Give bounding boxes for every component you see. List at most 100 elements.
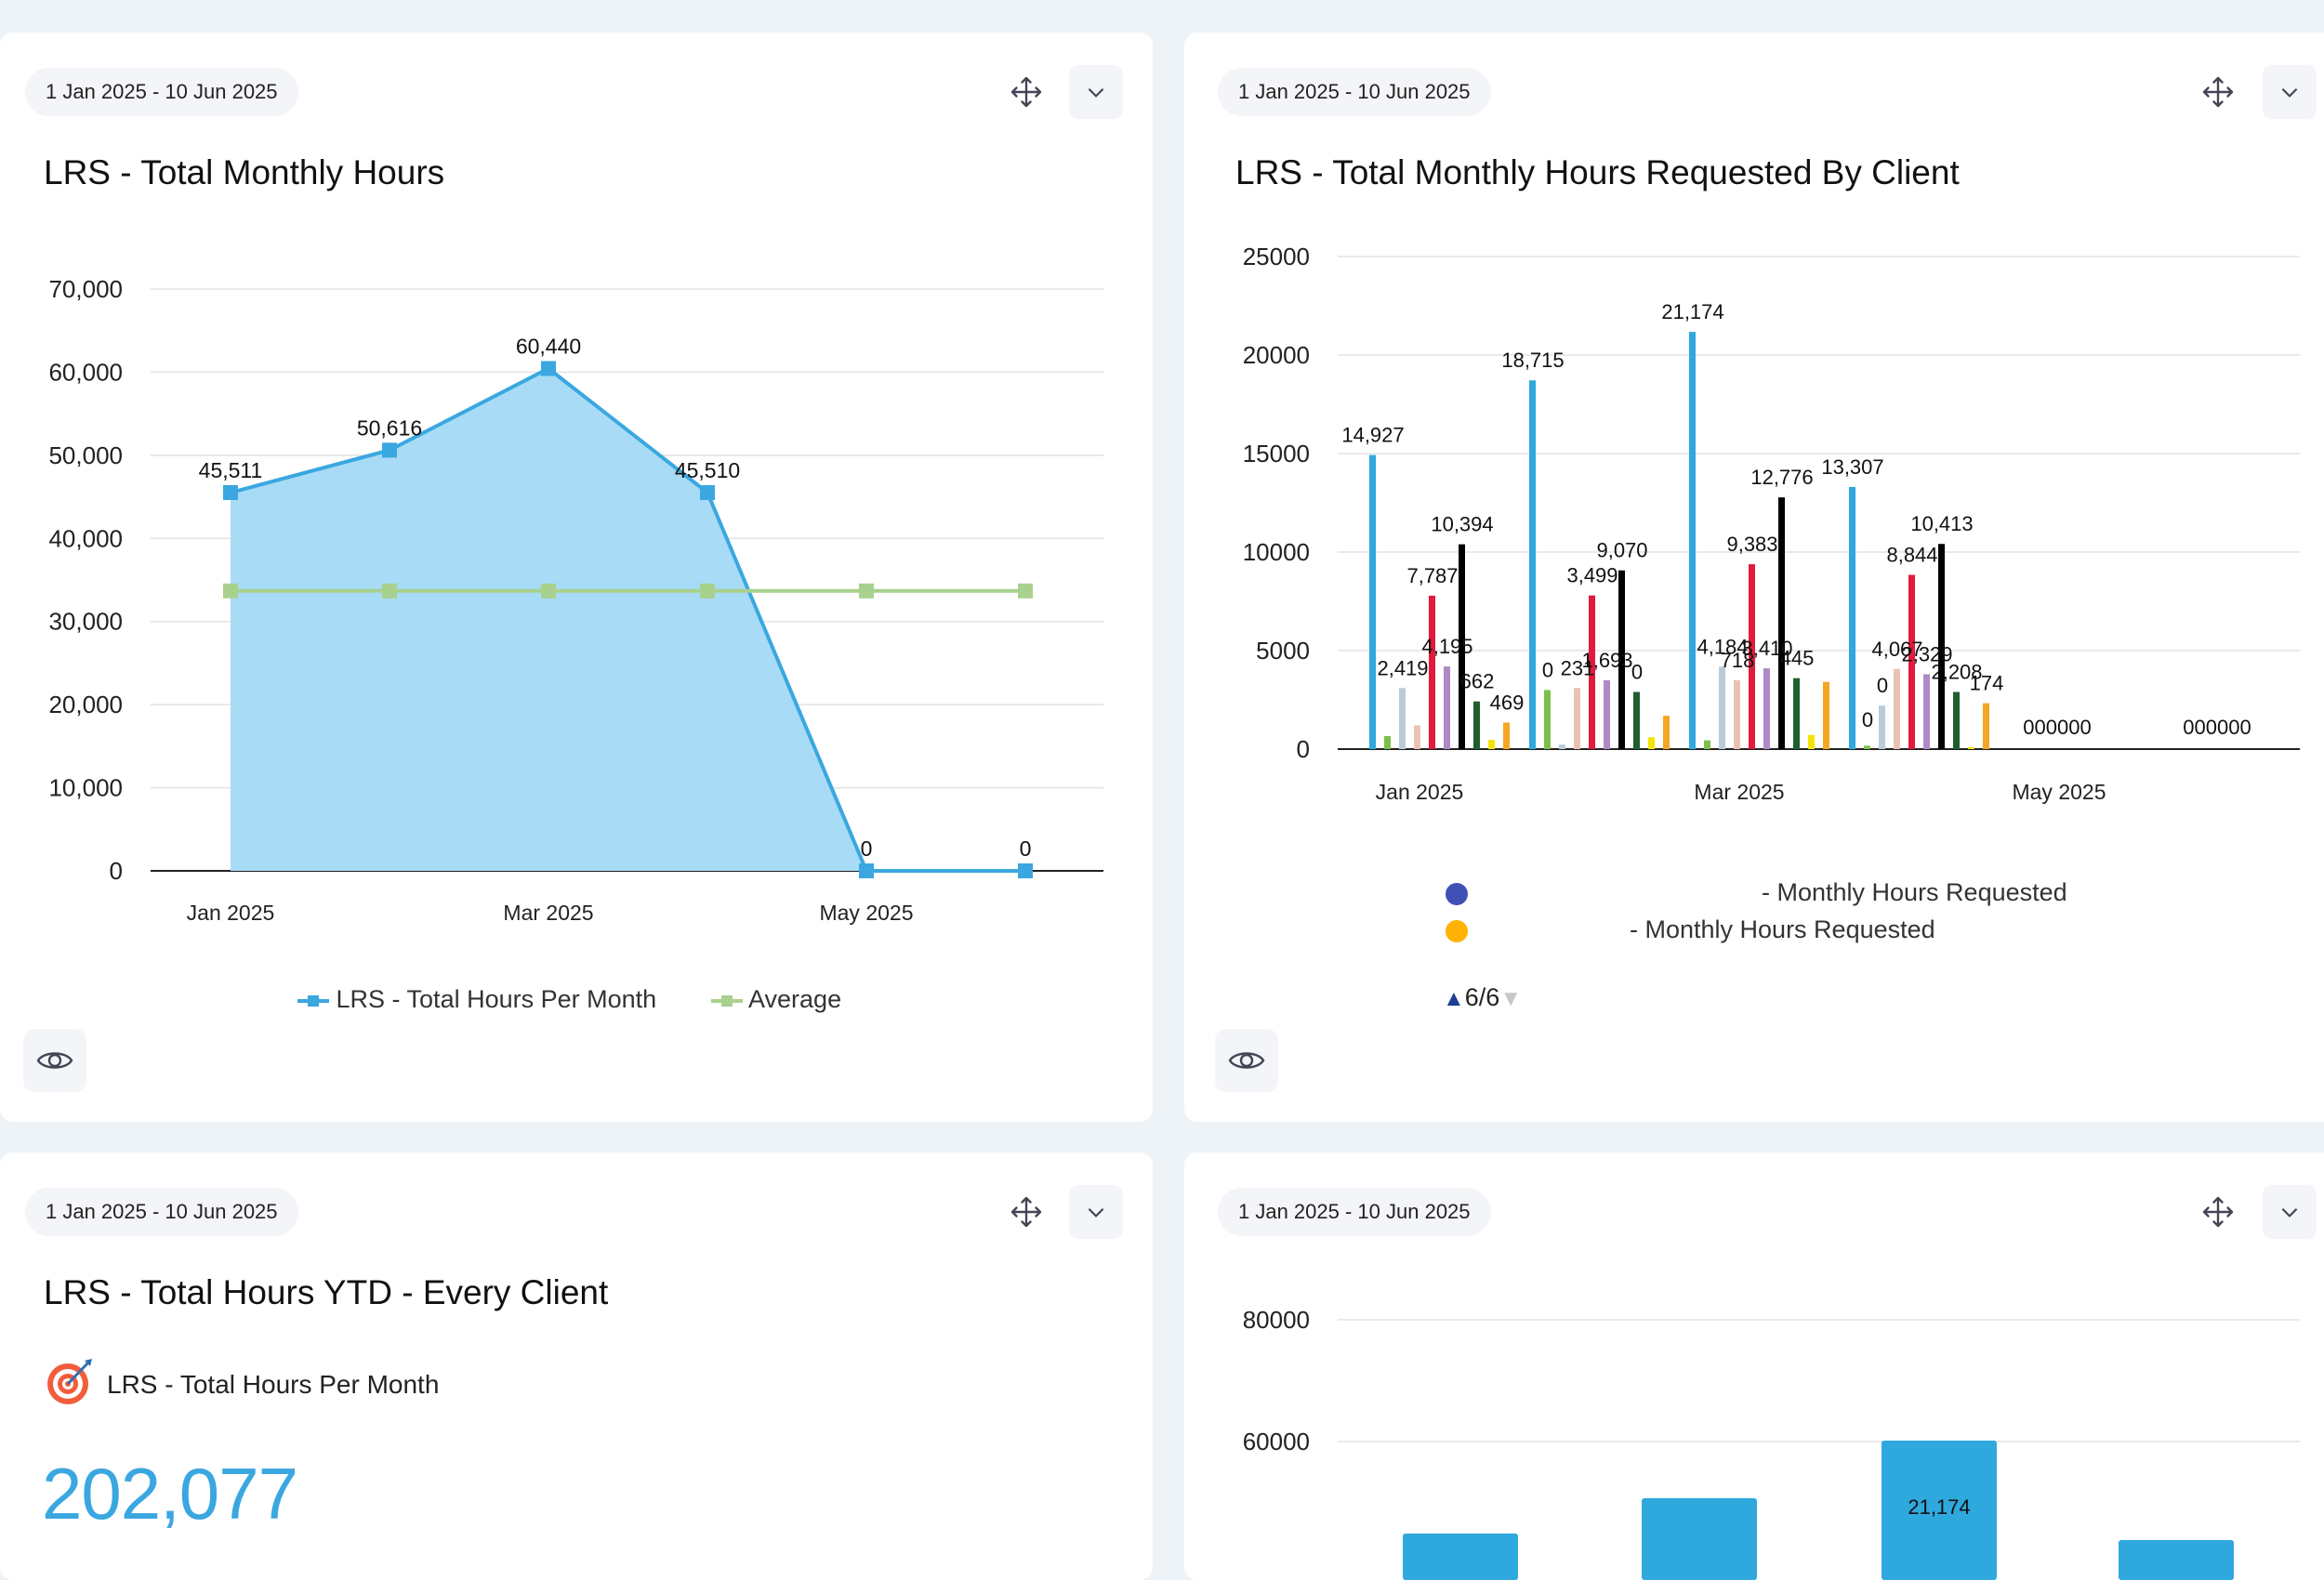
data-label: 718 bbox=[1721, 649, 1755, 672]
date-range-pill[interactable]: 1 Jan 2025 - 10 Jun 2025 bbox=[1218, 1188, 1491, 1236]
data-label: 000000 bbox=[2183, 716, 2251, 739]
eye-icon[interactable] bbox=[23, 1029, 86, 1092]
data-point bbox=[541, 361, 556, 376]
bar bbox=[1604, 679, 1610, 749]
data-label: 12,776 bbox=[1750, 466, 1813, 489]
data-label: 18,715 bbox=[1501, 349, 1564, 372]
bar bbox=[1968, 746, 1974, 749]
bar bbox=[1749, 564, 1755, 749]
data-label: 0 bbox=[861, 836, 873, 861]
kpi-label: LRS - Total Hours Per Month bbox=[107, 1369, 440, 1399]
x-tick-label: Jan 2025 bbox=[187, 901, 275, 925]
x-tick-label: Mar 2025 bbox=[1694, 780, 1784, 804]
bar bbox=[1403, 1534, 1518, 1580]
data-label: 13,307 bbox=[1821, 455, 1883, 479]
legend-dot bbox=[1446, 883, 1468, 905]
average-point bbox=[859, 583, 874, 599]
y-tick-label: 60,000 bbox=[48, 358, 123, 386]
data-label: 2,208 bbox=[1931, 661, 1982, 684]
y-tick-label: 15000 bbox=[1243, 440, 1310, 467]
data-label: 0 bbox=[1631, 661, 1643, 684]
bar bbox=[1763, 668, 1770, 749]
data-label: 0 bbox=[1020, 836, 1032, 861]
eye-icon[interactable] bbox=[1215, 1029, 1278, 1092]
bar bbox=[1459, 544, 1465, 749]
chevron-down-icon[interactable] bbox=[2263, 1185, 2317, 1239]
move-icon[interactable] bbox=[1004, 1190, 1049, 1234]
average-point bbox=[700, 583, 715, 599]
legend-item-total-hours[interactable]: LRS - Total Hours Per Month bbox=[297, 985, 656, 1014]
bar bbox=[1559, 744, 1565, 749]
data-label: 4,067 bbox=[1871, 638, 1922, 661]
data-label: 45,510 bbox=[675, 458, 740, 482]
data-label: 50,616 bbox=[357, 415, 422, 440]
legend-label: - Monthly Hours Requested bbox=[1762, 878, 2067, 906]
move-icon[interactable] bbox=[2196, 1190, 2240, 1234]
average-point bbox=[382, 583, 397, 599]
data-label: 445 bbox=[1780, 647, 1815, 670]
chevron-down-icon[interactable] bbox=[1069, 1185, 1123, 1239]
data-point bbox=[382, 442, 397, 458]
bar bbox=[1704, 740, 1710, 749]
chevron-down-icon[interactable] bbox=[1069, 65, 1123, 119]
bar bbox=[1663, 716, 1670, 749]
y-tick-label: 20,000 bbox=[48, 691, 123, 718]
card-total-hours-ytd: 1 Jan 2025 - 10 Jun 2025 LRS - Total Hou… bbox=[0, 1152, 1153, 1580]
data-label: 662 bbox=[1460, 670, 1495, 693]
kpi-label-row: LRS - Total Hours Per Month bbox=[44, 1357, 439, 1412]
bar bbox=[1882, 1441, 1997, 1580]
kpi-value: 202,077 bbox=[42, 1453, 298, 1534]
bar bbox=[1529, 380, 1536, 749]
chevron-down-icon[interactable] bbox=[2263, 65, 2317, 119]
card-total-monthly-hours: 1 Jan 2025 - 10 Jun 2025 LRS - Total Mon… bbox=[0, 33, 1153, 1122]
y-tick-label: 40,000 bbox=[48, 524, 123, 552]
date-range-pill[interactable]: 1 Jan 2025 - 10 Jun 2025 bbox=[25, 1188, 298, 1236]
triangle-down-icon[interactable]: ▼ bbox=[1499, 986, 1523, 1011]
bar bbox=[1823, 681, 1829, 749]
bar bbox=[1473, 701, 1480, 749]
y-tick-label: 20000 bbox=[1243, 341, 1310, 369]
y-tick-label: 10,000 bbox=[48, 774, 123, 802]
bar bbox=[1923, 674, 1930, 749]
bar bbox=[1384, 735, 1391, 749]
move-icon[interactable] bbox=[1004, 70, 1049, 114]
area-fill bbox=[231, 368, 1025, 871]
bottom-right-bar-chart: 60000 80000 21,174 bbox=[1243, 1306, 2300, 1580]
data-label: 45,511 bbox=[199, 458, 263, 482]
legend-pager: ▲6/6▼ bbox=[1443, 983, 1522, 1012]
bar bbox=[1849, 486, 1855, 749]
date-range-pill[interactable]: 1 Jan 2025 - 10 Jun 2025 bbox=[1218, 68, 1491, 116]
data-label: 0 bbox=[1542, 658, 1553, 681]
chart-title: LRS - Total Hours YTD - Every Client bbox=[44, 1273, 609, 1311]
date-range-pill[interactable]: 1 Jan 2025 - 10 Jun 2025 bbox=[25, 68, 298, 116]
data-point bbox=[859, 863, 874, 878]
bar bbox=[1894, 668, 1900, 749]
pager-text: 6/6 bbox=[1464, 983, 1500, 1011]
data-label: 8,844 bbox=[1886, 544, 1937, 567]
bar bbox=[1503, 722, 1510, 749]
triangle-up-icon[interactable]: ▲ bbox=[1443, 986, 1465, 1011]
legend-item-average[interactable]: Average bbox=[711, 985, 841, 1014]
y-tick-label: 60000 bbox=[1243, 1428, 1310, 1455]
data-label: 2,419 bbox=[1377, 656, 1428, 679]
bar bbox=[1574, 688, 1580, 749]
y-tick-label: 25000 bbox=[1243, 243, 1310, 270]
bar bbox=[1642, 1498, 1757, 1580]
bar bbox=[2119, 1540, 2234, 1580]
bar bbox=[1648, 737, 1655, 749]
hours-by-client-chart: 0 5000 10000 15000 20000 25000 14,927 10,394 7,7… bbox=[1243, 243, 2300, 804]
chart-title: LRS - Total Monthly Hours Requested By C… bbox=[1235, 153, 1960, 191]
move-icon[interactable] bbox=[2196, 70, 2240, 114]
card-hours-by-client: 1 Jan 2025 - 10 Jun 2025 LRS - Total Mon… bbox=[1184, 33, 2324, 1122]
legend-label: Average bbox=[748, 985, 842, 1013]
bar bbox=[1719, 666, 1725, 749]
average-point bbox=[541, 583, 556, 599]
y-tick-label: 0 bbox=[1297, 735, 1310, 763]
bar bbox=[1908, 574, 1915, 749]
average-point bbox=[223, 583, 238, 599]
bar bbox=[1953, 691, 1960, 749]
data-label: 231 bbox=[1561, 656, 1595, 679]
y-tick-label: 30,000 bbox=[48, 608, 123, 636]
data-label: 174 bbox=[1970, 672, 2004, 695]
x-tick-label: May 2025 bbox=[819, 901, 913, 925]
